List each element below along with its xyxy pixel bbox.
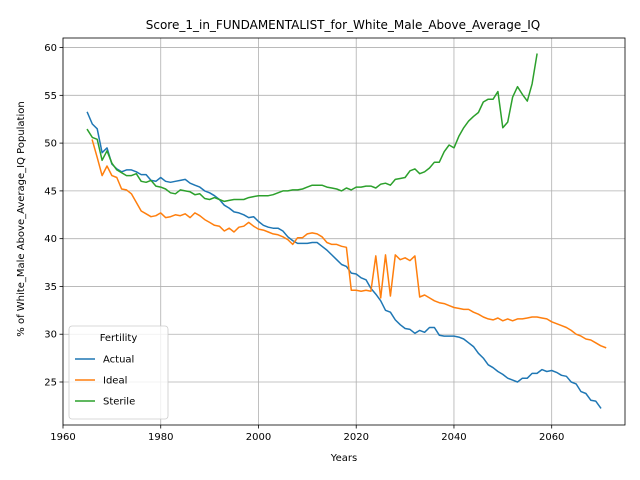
legend-box (68, 325, 169, 420)
legend: Fertility Actual Ideal Sterile (68, 325, 169, 420)
y-tick-label: 50 (44, 139, 57, 150)
x-tick-label: 2020 (343, 432, 368, 443)
legend-label-sterile: Sterile (103, 397, 135, 408)
y-tick-label: 55 (44, 91, 57, 102)
y-tick-label: 25 (44, 378, 57, 389)
y-axis: 25 30 35 40 45 50 55 60 (44, 43, 63, 389)
x-tick-label: 1980 (148, 432, 173, 443)
y-tick-label: 60 (44, 43, 57, 54)
x-tick-label: 1960 (50, 432, 75, 443)
plot-frame (62, 37, 626, 426)
series-line-ideal (91, 139, 607, 349)
legend-title: Fertility (100, 333, 138, 344)
x-tick-label: 2000 (246, 432, 271, 443)
legend-label-ideal: Ideal (103, 376, 127, 387)
y-tick-label: 30 (44, 330, 57, 341)
series-layer (86, 53, 607, 409)
y-tick-label: 35 (44, 282, 57, 293)
series-line-actual (86, 111, 602, 409)
y-axis-label: % of White_Male Above_Average_IQ Populat… (16, 101, 27, 336)
series-line-sterile (86, 53, 538, 203)
x-tick-label: 2060 (539, 432, 564, 443)
chart-title: Score_1_in_FUNDAMENTALIST_for_White_Male… (146, 18, 541, 32)
x-tick-label: 2040 (441, 432, 466, 443)
y-tick-label: 40 (44, 234, 57, 245)
y-tick-label: 45 (44, 186, 57, 197)
x-axis-label: Years (330, 453, 357, 464)
x-axis: 1960 1980 2000 2020 2040 2060 (50, 425, 564, 443)
legend-label-actual: Actual (103, 355, 134, 366)
